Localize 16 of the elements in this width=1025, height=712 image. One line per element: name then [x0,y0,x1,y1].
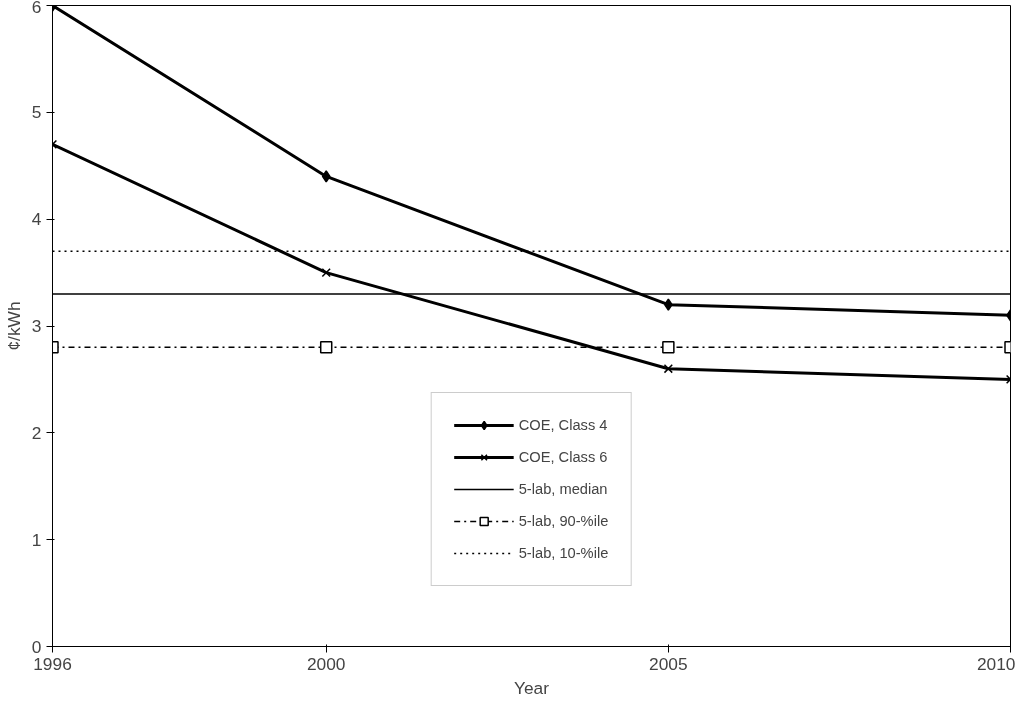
legend-label: COE, Class 6 [518,449,608,465]
y-tick-label: 2 [31,422,42,443]
y-tick-label: 5 [31,102,42,123]
x-tick-label: 2000 [306,653,346,674]
y-tick-label: 3 [31,316,42,336]
legend-label: COE, Class 4 [518,417,608,433]
legend-label: 5-lab, median [518,481,608,497]
legend-label: 5-lab, 10-%ile [518,545,609,561]
legend-label: 5-lab, 90-%ile [518,513,609,529]
y-tick-label: 4 [31,209,42,230]
x-tick-label: 2005 [649,653,688,674]
y-tick-label: 6 [31,0,42,17]
x-axis-title: Year [513,677,550,698]
y-axis-title: ¢/kWh [3,301,24,351]
x-tick-label: 2010 [976,653,1016,674]
y-tick-label: 1 [31,529,42,550]
